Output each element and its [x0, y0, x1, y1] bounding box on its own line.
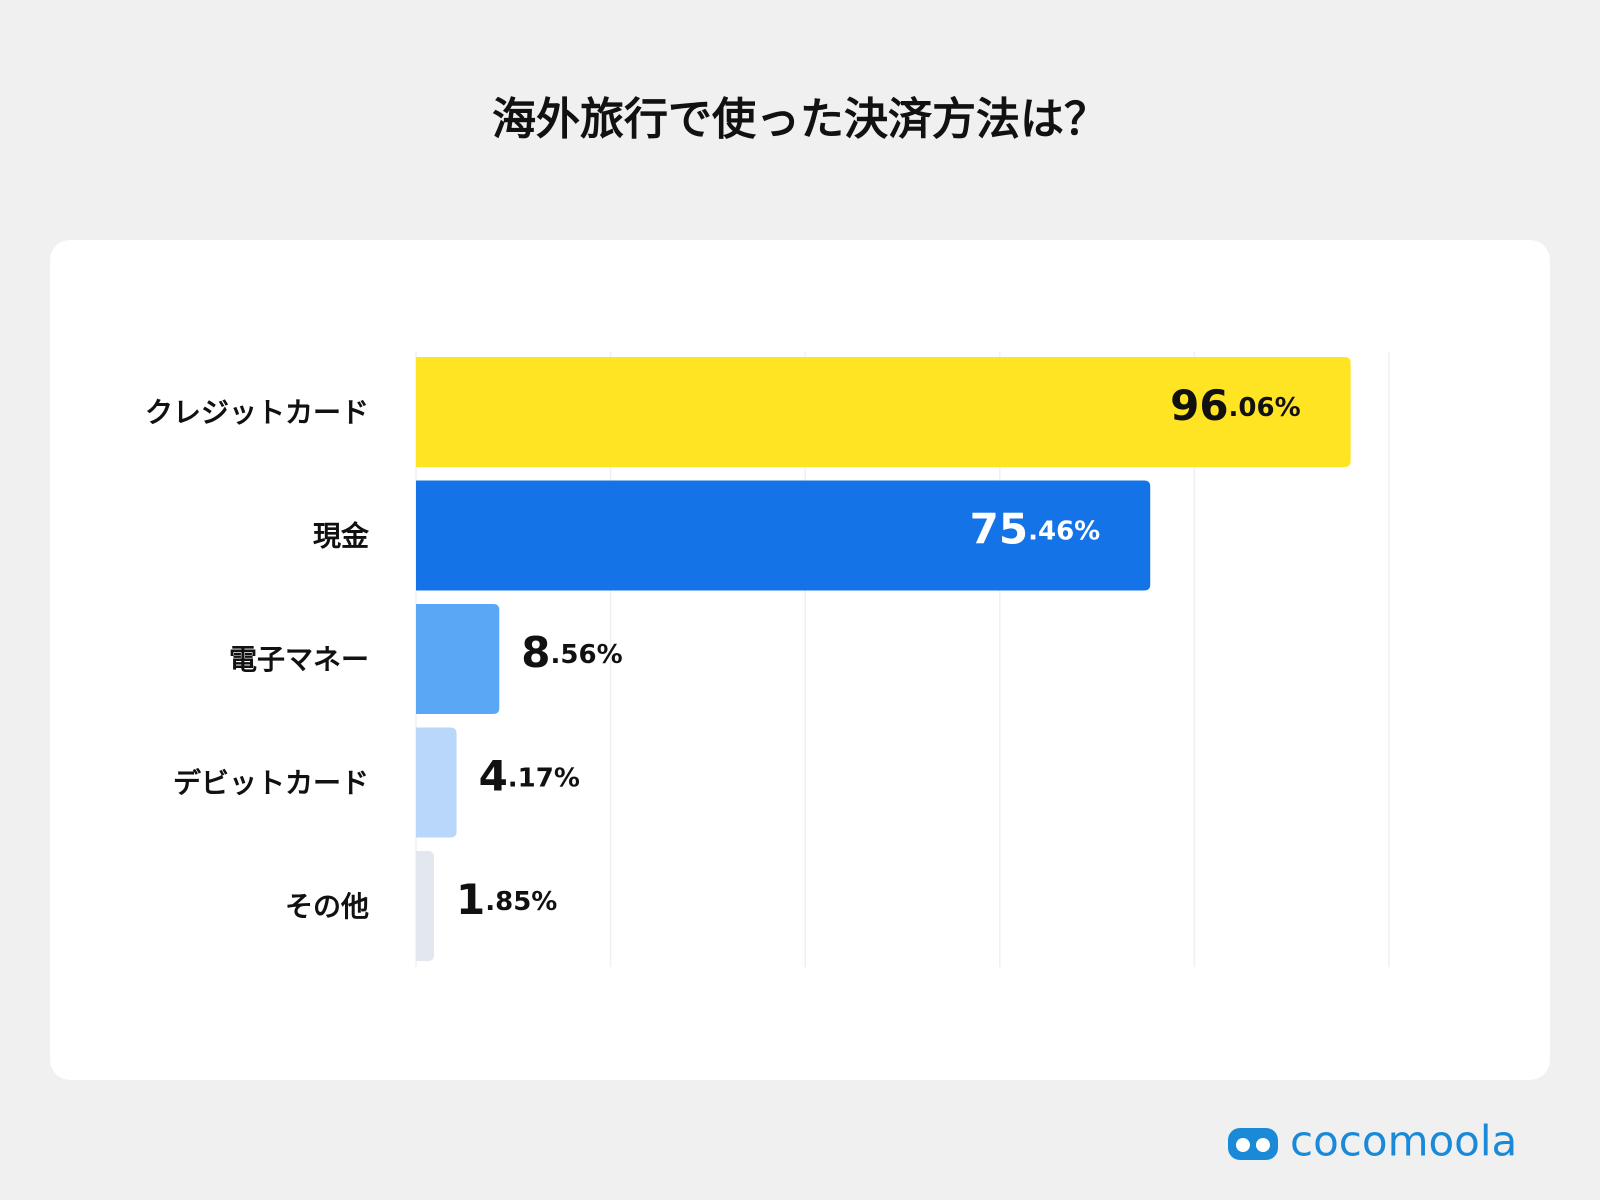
- category-label: 現金: [313, 520, 370, 553]
- value-label: 96.06%: [1170, 381, 1301, 430]
- category-label: 電子マネー: [229, 643, 369, 676]
- bar: [416, 604, 500, 714]
- bar: [416, 851, 435, 961]
- category-label: デビットカード: [173, 767, 369, 800]
- chart-title: 海外旅行で使った決済方法は？: [492, 94, 1108, 145]
- logo-eye: [1256, 1138, 1270, 1152]
- bar: [416, 480, 1151, 591]
- bar: [416, 357, 1351, 467]
- category-label: クレジットカード: [145, 396, 369, 429]
- value-label: 1.85%: [456, 875, 557, 924]
- logo-eye: [1236, 1138, 1250, 1152]
- category-label: その他: [285, 890, 369, 923]
- brand: cocomoola: [1290, 1117, 1517, 1166]
- logo-icon: [1228, 1128, 1278, 1160]
- logo: cocomoola: [1228, 1117, 1517, 1166]
- value-label: 8.56%: [521, 628, 622, 677]
- value-label: 75.46%: [970, 504, 1101, 553]
- value-label: 4.17%: [479, 751, 580, 800]
- bar: [416, 727, 457, 838]
